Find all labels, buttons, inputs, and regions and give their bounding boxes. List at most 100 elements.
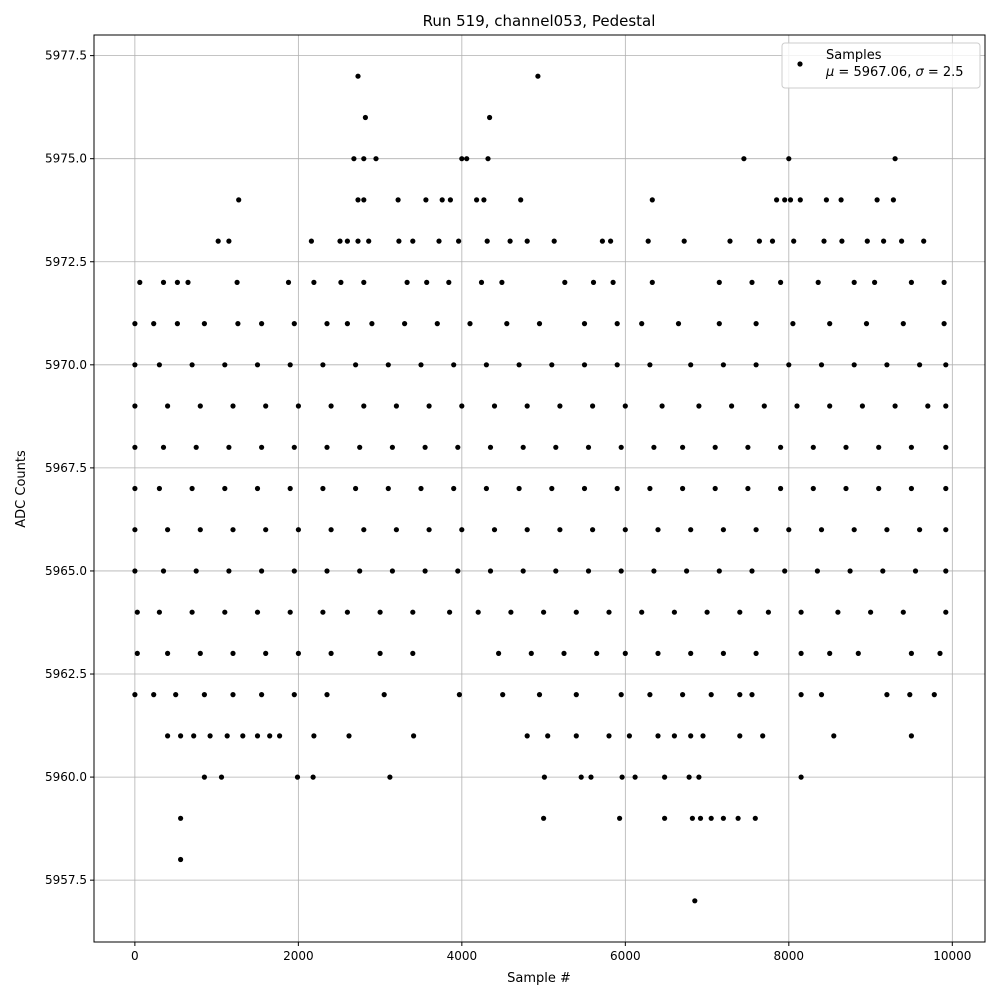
data-point [761,403,767,409]
data-point [821,238,827,244]
data-point [943,527,949,533]
data-point [720,650,727,657]
data-point [647,362,653,368]
data-point [618,692,624,698]
data-point [259,568,265,574]
data-point [418,485,424,492]
data-point [475,609,481,615]
data-point [174,321,180,327]
data-point [411,733,417,739]
x-tick-label: 10000 [933,949,971,963]
data-point [787,197,794,203]
data-point [483,362,489,368]
data-point [410,650,416,657]
data-point [189,609,195,615]
data-point [528,650,534,657]
data-point [688,527,694,533]
legend-stats: μ = 5967.06, σ = 2.5 [825,65,964,80]
data-point [197,527,203,533]
data-point [716,279,722,285]
data-point [943,444,949,450]
data-point [459,527,465,533]
data-point [851,362,857,368]
data-point [132,403,138,409]
data-point [778,485,784,492]
data-point [308,238,314,244]
data-point [499,279,505,285]
data-point [753,527,759,533]
y-axis-ticks: 5957.5 5960.0 5962.5 5965.0 5967.5 5970.0 5972… [45,49,94,887]
data-point [737,609,743,615]
data-point [851,279,857,285]
data-point [899,238,905,244]
data-point [132,321,138,327]
data-point [484,238,490,244]
data-point [553,568,559,574]
data-point [263,527,269,533]
data-point [287,485,293,492]
data-point [235,321,241,327]
y-tick-label: 5970.0 [45,358,87,372]
data-point [876,485,882,492]
data-point [782,197,788,203]
x-axis-ticks: 0 2000 4000 6000 8000 10000 [131,942,971,963]
data-point [839,238,845,244]
data-point [294,774,301,780]
data-point [151,321,157,327]
data-point [324,444,330,450]
data-point [684,568,690,574]
y-tick-label: 5972.5 [45,255,87,269]
data-point [197,403,203,409]
data-point [716,321,722,327]
data-point [160,279,167,285]
data-point [174,279,180,285]
data-point [426,527,432,533]
data-point [573,733,579,739]
data-point [549,362,555,368]
data-point [259,692,265,698]
data-point [608,238,614,244]
data-point [798,692,804,698]
data-point [585,444,592,450]
grid-lines [94,35,985,942]
data-point [389,444,395,450]
data-point [263,403,269,409]
data-point [786,527,792,533]
x-tick-label: 2000 [283,949,314,963]
data-point [908,485,915,492]
data-point [201,692,207,698]
data-point [671,733,678,739]
data-point [324,568,330,574]
data-point [423,197,429,203]
data-point [291,692,297,698]
data-point [614,321,620,327]
data-point [436,238,442,244]
data-point [178,815,184,821]
data-point [681,238,687,244]
legend-marker [797,61,803,67]
data-point [361,156,367,162]
data-point [818,527,825,533]
data-point [451,362,457,368]
data-point [291,444,297,450]
data-point [810,485,816,492]
data-point [524,403,530,409]
data-point [617,815,623,821]
data-point [478,279,485,285]
data-point [662,815,668,821]
data-point [254,609,261,615]
data-point [426,403,432,409]
data-point [941,321,947,327]
legend: Samples μ = 5967.06, σ = 2.5 [781,42,981,89]
data-point [254,362,261,368]
data-point [160,444,167,450]
data-point [151,692,157,698]
data-point [917,362,923,368]
data-point [610,279,616,285]
data-point [892,403,898,409]
data-point [908,279,915,285]
data-point [614,485,620,492]
data-point [346,733,352,739]
data-point [880,568,886,574]
data-point [524,733,530,739]
